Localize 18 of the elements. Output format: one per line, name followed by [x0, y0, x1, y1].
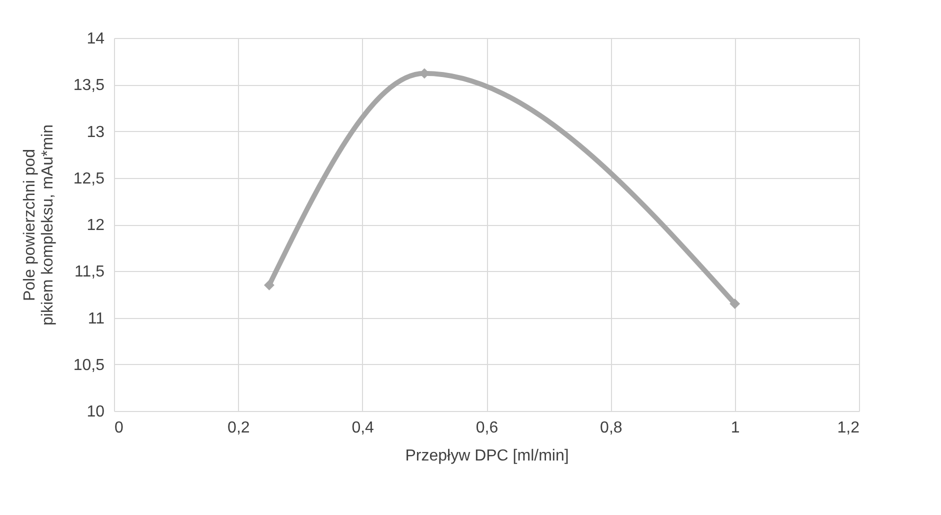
y-tick-label: 13: [86, 124, 105, 141]
y-tick-label: 11,5: [74, 264, 105, 281]
x-tick-label: 0,6: [476, 420, 498, 436]
y-tick-label: 10: [86, 404, 105, 420]
y-axis-title: Pole powierzchni pod pikiem kompleksu, mAu*min: [21, 124, 56, 326]
x-tick-label: 0: [114, 420, 124, 436]
x-tick-label: 1: [730, 420, 740, 436]
y-tick-label: 10,5: [73, 356, 105, 374]
x-tick-label: 0,8: [600, 420, 622, 436]
x-tick-label: 0,4: [352, 420, 374, 436]
x-tick-label: 1,2: [837, 420, 860, 436]
x-tick-label: 0,2: [228, 420, 250, 436]
y-tick-label: 13,5: [73, 77, 105, 94]
y-tick-label: 14: [86, 30, 105, 48]
y-tick-label: 12,5: [73, 170, 105, 188]
y-tick-label: 12: [86, 217, 105, 234]
x-axis-title: Przepływ DPC [ml/min]: [405, 448, 569, 464]
y-tick-label: 11: [88, 310, 105, 328]
